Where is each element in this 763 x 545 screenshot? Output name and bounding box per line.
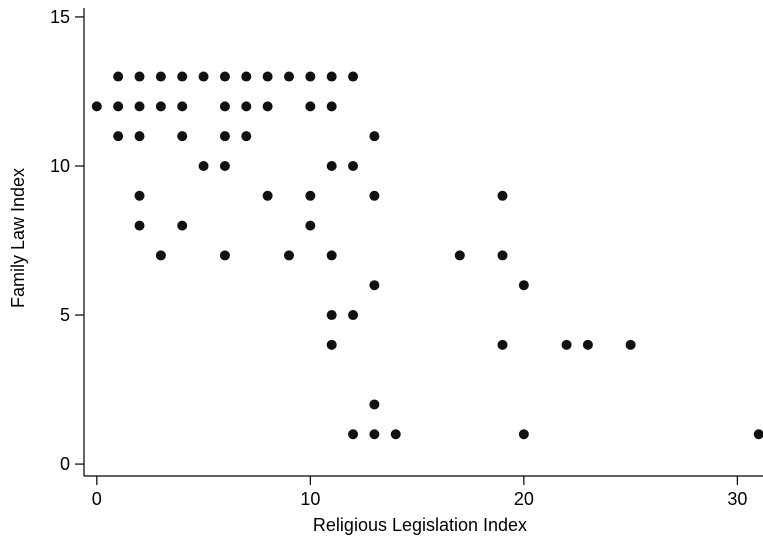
x-axis-title: Religious Legislation Index (313, 515, 527, 535)
data-point-2 (113, 101, 124, 112)
data-point-20 (219, 131, 230, 142)
data-point-43 (348, 310, 359, 321)
y-tick-label-1: 5 (60, 305, 70, 325)
points-layer (91, 71, 763, 440)
data-point-41 (348, 71, 359, 82)
y-axis-ticks: 0 5 10 15 (50, 7, 84, 474)
data-point-4 (134, 71, 145, 82)
data-point-32 (305, 101, 316, 112)
data-point-17 (198, 160, 209, 171)
data-point-42 (348, 160, 359, 171)
data-point-30 (283, 250, 294, 261)
x-tick-label-3: 30 (727, 489, 747, 509)
data-point-34 (305, 220, 316, 231)
data-point-13 (177, 101, 188, 112)
data-point-26 (262, 71, 273, 82)
data-point-6 (134, 131, 145, 142)
data-point-11 (155, 250, 166, 261)
data-point-8 (134, 220, 145, 231)
x-tick-label-0: 0 (92, 489, 102, 509)
data-point-3 (113, 131, 124, 142)
y-tick-label-2: 10 (50, 156, 70, 176)
y-axis-title: Family Law Index (8, 168, 28, 308)
data-point-23 (241, 71, 252, 82)
data-point-35 (326, 71, 337, 82)
data-point-33 (305, 190, 316, 201)
data-point-31 (305, 71, 316, 82)
data-point-19 (219, 101, 230, 112)
data-point-37 (326, 160, 337, 171)
data-point-59 (625, 339, 636, 350)
y-tick-label-3: 15 (50, 7, 70, 27)
data-point-52 (497, 190, 508, 201)
data-point-58 (582, 339, 593, 350)
data-point-24 (241, 101, 252, 112)
data-point-25 (241, 131, 252, 142)
data-point-57 (561, 339, 572, 350)
x-tick-label-1: 10 (300, 489, 320, 509)
x-axis-ticks: 0 10 20 30 (92, 476, 747, 509)
data-point-44 (348, 429, 359, 440)
data-point-40 (326, 339, 337, 350)
data-point-47 (369, 280, 380, 291)
data-point-9 (155, 71, 166, 82)
data-point-0 (91, 101, 102, 112)
data-point-50 (390, 429, 401, 440)
data-point-53 (497, 250, 508, 261)
data-point-60 (753, 429, 763, 440)
data-point-5 (134, 101, 145, 112)
data-point-29 (283, 71, 294, 82)
data-point-21 (219, 160, 230, 171)
data-point-10 (155, 101, 166, 112)
data-point-49 (369, 429, 380, 440)
data-point-38 (326, 250, 337, 261)
data-point-45 (369, 131, 380, 142)
data-point-54 (497, 339, 508, 350)
data-point-1 (113, 71, 124, 82)
data-point-7 (134, 190, 145, 201)
data-point-48 (369, 399, 380, 410)
data-point-28 (262, 190, 273, 201)
x-tick-label-2: 20 (514, 489, 534, 509)
data-point-12 (177, 71, 188, 82)
data-point-55 (518, 280, 529, 291)
data-point-14 (177, 131, 188, 142)
data-point-15 (177, 220, 188, 231)
data-point-39 (326, 310, 337, 321)
data-point-56 (518, 429, 529, 440)
data-point-16 (198, 71, 209, 82)
y-tick-label-0: 0 (60, 454, 70, 474)
data-point-18 (219, 71, 230, 82)
data-point-22 (219, 250, 230, 261)
data-point-51 (454, 250, 465, 261)
data-point-27 (262, 101, 273, 112)
data-point-36 (326, 101, 337, 112)
data-point-46 (369, 190, 380, 201)
